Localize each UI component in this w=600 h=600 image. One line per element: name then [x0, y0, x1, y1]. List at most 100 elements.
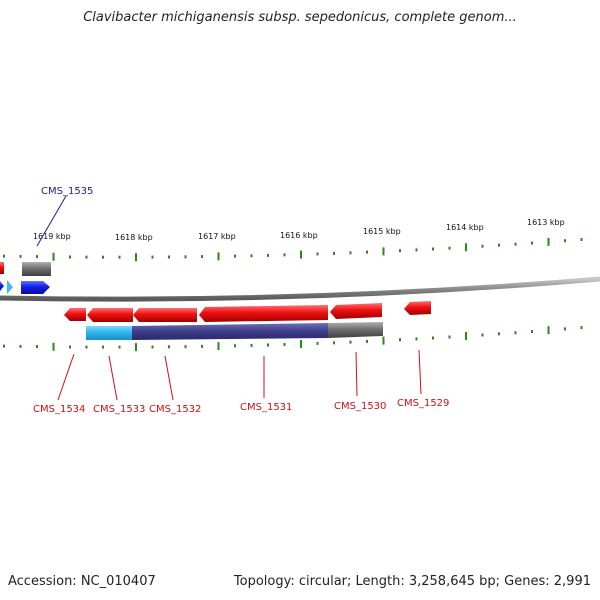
minor-tick [366, 339, 368, 343]
gene-arrow-cms-1535[interactable] [21, 281, 50, 294]
genome-backbone [0, 276, 600, 302]
minor-tick [267, 343, 269, 347]
minor-tick [168, 345, 170, 349]
minor-tick [399, 249, 401, 253]
minor-tick [36, 345, 38, 349]
major-tick [382, 247, 385, 256]
reverse-strand-features[interactable] [64, 301, 431, 322]
band-segment-gray[interactable] [328, 322, 383, 338]
minor-tick [481, 244, 484, 248]
minor-tick [432, 336, 434, 340]
minor-tick [580, 238, 583, 241]
minor-tick [85, 255, 88, 259]
forward-strand-features[interactable] [0, 262, 51, 294]
minor-tick [498, 332, 500, 336]
gene-label-cms-1529[interactable]: CMS_1529 [397, 398, 449, 409]
leader-line [164, 355, 174, 401]
minor-tick [118, 345, 121, 349]
gene-arrow-cms-1530[interactable] [330, 303, 382, 319]
minor-tick [448, 335, 451, 339]
inner-tick-row [3, 326, 583, 352]
gene-label-cms-1533[interactable]: CMS_1533 [93, 404, 145, 415]
minor-tick [564, 327, 566, 331]
kbp-label: 1613 kbp [527, 218, 565, 227]
genome-summary-text: Topology: circular; Length: 3,258,645 bp… [233, 574, 591, 589]
minor-tick [234, 254, 236, 258]
minor-tick [333, 251, 335, 255]
minor-tick [69, 345, 71, 349]
major-tick [217, 342, 220, 351]
minor-tick [184, 255, 187, 259]
minor-tick [201, 344, 203, 348]
kbp-label: 1614 kbp [446, 223, 484, 232]
minor-tick [151, 345, 154, 349]
minor-tick [102, 255, 104, 259]
minor-tick [102, 345, 104, 349]
major-tick [300, 250, 302, 259]
minor-tick [250, 254, 253, 258]
kbp-label: 1618 kbp [115, 233, 153, 242]
major-tick [217, 252, 220, 261]
minor-tick [267, 253, 269, 257]
minor-tick [432, 247, 434, 251]
minor-tick [151, 255, 154, 259]
minor-tick [481, 333, 484, 337]
gene-arrow-cms-1532[interactable] [133, 308, 197, 322]
minor-tick [168, 255, 170, 259]
gene-labels[interactable]: CMS_1535 CMS_1534 CMS_1533 CMS_1532 CMS_… [33, 186, 449, 415]
band-segment-dark[interactable] [132, 323, 328, 340]
minor-tick [448, 246, 451, 250]
minor-tick [184, 345, 187, 349]
genome-title: Clavibacter michiganensis subsp. sepedon… [83, 10, 517, 25]
minor-tick [118, 255, 121, 259]
minor-tick [201, 255, 203, 259]
gene-arrow-cms-1533[interactable] [87, 308, 133, 322]
kbp-label: 1615 kbp [363, 227, 401, 236]
minor-tick [19, 344, 22, 348]
major-tick [135, 253, 137, 262]
leader-line [57, 353, 75, 401]
feature-band[interactable] [86, 322, 383, 340]
gene-label-cms-1532[interactable]: CMS_1532 [149, 404, 201, 415]
gene-arrow[interactable] [7, 280, 13, 294]
minor-tick [333, 341, 335, 345]
minor-tick [349, 251, 352, 255]
gene-arrow-cms-1534[interactable] [64, 308, 86, 321]
major-tick [465, 332, 467, 340]
minor-tick [316, 252, 319, 256]
gene-label-cms-1530[interactable]: CMS_1530 [334, 401, 386, 412]
gene-label-cms-1534[interactable]: CMS_1534 [33, 404, 85, 415]
minor-tick [498, 243, 500, 247]
major-tick [547, 326, 550, 335]
kbp-tick-labels: 1619 kbp 1618 kbp 1617 kbp 1616 kbp 1615… [33, 218, 565, 242]
gene-label-cms-1535[interactable]: CMS_1535 [41, 186, 93, 197]
kbp-label: 1617 kbp [198, 232, 236, 241]
gene-arrow[interactable] [0, 281, 4, 291]
leader-line [36, 195, 67, 247]
minor-tick [316, 341, 319, 345]
minor-tick [283, 253, 286, 257]
feature-block[interactable] [22, 262, 51, 276]
minor-tick [415, 248, 418, 252]
major-tick [465, 243, 467, 252]
minor-tick [283, 343, 286, 346]
major-tick [52, 342, 55, 351]
major-tick [300, 340, 302, 348]
gene-arrow-cms-1531[interactable] [199, 305, 328, 322]
leader-line [108, 355, 118, 401]
gene-arrow-cms-1529[interactable] [404, 301, 431, 315]
leader-line [355, 351, 358, 397]
band-segment-light[interactable] [86, 326, 132, 340]
gene-arrow[interactable] [0, 262, 4, 274]
major-tick [547, 237, 550, 246]
major-tick [135, 343, 137, 352]
minor-tick [531, 241, 533, 245]
minor-tick [564, 239, 566, 243]
minor-tick [3, 344, 5, 348]
minor-tick [415, 337, 418, 341]
minor-tick [19, 254, 22, 258]
gene-label-cms-1531[interactable]: CMS_1531 [240, 402, 292, 413]
minor-tick [531, 330, 533, 333]
gene-label-leaders [36, 195, 422, 401]
